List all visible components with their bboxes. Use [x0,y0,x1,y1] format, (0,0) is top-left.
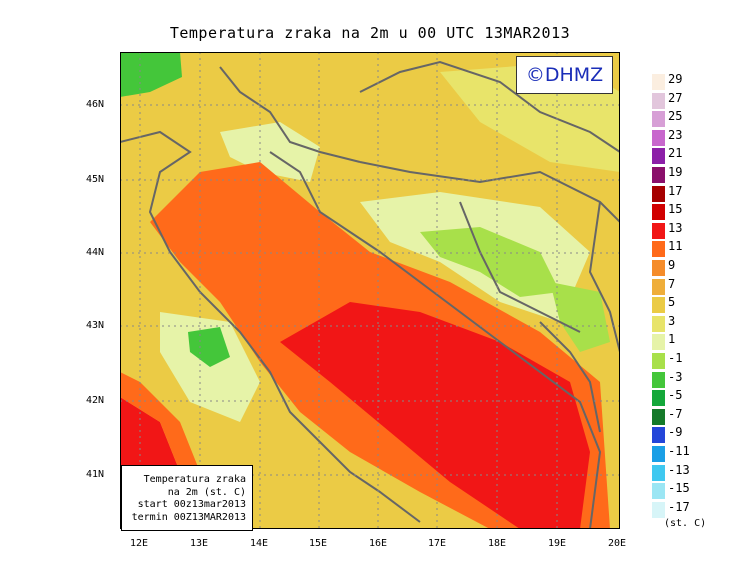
lat-label: 41N [86,469,105,480]
info-box: Temperatura zraka na 2m (st. C) start 00… [121,465,253,531]
legend-label: 27 [668,90,683,105]
border-croatia-bosnia [359,161,620,223]
legend-unit: (st. C) [664,518,707,529]
legend-swatch [652,297,665,314]
legend-swatch [652,129,665,146]
legend-swatch [652,148,665,165]
legend-swatch [652,427,665,444]
legend-swatch [652,483,665,500]
legend-swatch [652,390,665,407]
legend-swatch [652,278,665,295]
map-title: Temperatura zraka na 2m u 00 UTC 13MAR20… [169,24,571,42]
legend-swatch [652,408,665,425]
legend-label: 17 [668,183,683,198]
legend-label: -9 [668,425,683,440]
lon-label: 20E [607,538,627,549]
legend-label: -7 [668,406,683,421]
coastline-italy [120,130,421,523]
legend-label: 3 [668,313,676,328]
legend-swatch [652,446,665,462]
legend-label: 23 [668,127,683,142]
coastline-croatia [269,151,602,529]
lon-label: 19E [547,538,567,549]
lon-label: 12E [129,538,149,549]
legend-swatch [652,371,665,388]
legend-swatch [652,260,665,276]
legend-label: -13 [668,462,690,477]
cold-patch-montenegro [550,282,610,352]
border-serbia [588,201,620,353]
lon-label: 15E [308,538,328,549]
legend-label: 5 [668,295,676,310]
legend-label: -15 [668,481,690,496]
legend-label: 21 [668,146,683,161]
legend-swatch [652,353,665,369]
legend-label: 25 [668,109,683,124]
legend-label: -1 [668,351,683,365]
lon-label: 13E [189,538,209,549]
lat-label: 46N [86,99,105,110]
legend-label: 15 [668,202,683,217]
lon-label: 18E [487,538,507,549]
legend-swatch [652,167,665,183]
cold-patch-north [120,52,182,97]
legend-swatch [652,334,665,351]
legend-label: 1 [668,332,676,347]
info-line-1: Temperatura zraka [143,474,246,485]
dhmz-stamp: ©DHMZ [516,56,613,94]
legend-label: -5 [668,388,683,403]
legend-swatch [652,185,665,202]
legend-swatch [652,111,665,128]
legend-swatch [652,464,665,481]
info-line-4: termin 00Z13MAR2013 [131,511,246,523]
legend-swatch [652,92,665,109]
legend-label: -3 [668,369,683,384]
legend-label: 9 [668,258,676,272]
border-montenegro [539,321,601,433]
lat-label: 45N [86,174,105,185]
info-line-3: start 00z13mar2013 [137,499,246,510]
legend-swatch [652,241,665,258]
border-bosnia-south [459,201,581,333]
sea-hot [280,302,590,529]
cold-patch-bosnia [420,227,560,297]
lon-label: 16E [368,538,388,549]
legend-label: 29 [668,72,683,86]
legend-swatch [652,501,665,518]
lat-label: 42N [86,395,105,406]
lat-label: 44N [86,247,105,258]
legend-swatch [652,74,665,90]
legend-swatch [652,204,665,221]
lon-label: 17E [427,538,447,549]
lat-label: 43N [86,320,105,331]
legend-label: 13 [668,220,683,235]
legend-label: 11 [668,239,683,254]
legend-swatch [652,315,665,332]
legend-label: 19 [668,165,683,179]
legend-label: 7 [668,276,676,291]
legend-label: -11 [668,444,690,458]
legend-label: -17 [668,499,690,514]
temperature-map [120,52,620,529]
border-slovenia [219,66,361,163]
border-croatia-hungary [359,60,620,153]
legend-swatch [652,222,665,239]
info-line-2: na 2m (st. C) [167,486,246,498]
cold-patch-italy [188,327,230,367]
lon-label: 14E [249,538,269,549]
